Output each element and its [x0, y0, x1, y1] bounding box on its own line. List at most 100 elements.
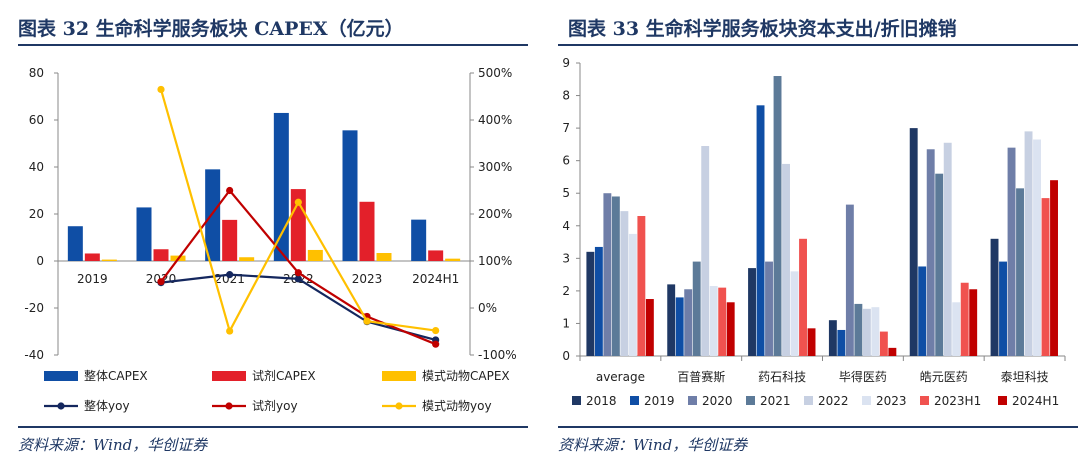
legend-label: 整体CAPEX: [84, 368, 148, 383]
bar: [667, 284, 676, 356]
legend-marker: [225, 402, 233, 410]
bar: [999, 261, 1007, 356]
y-tick-label: 6: [562, 154, 570, 168]
y2-tick-label: 300%: [478, 160, 512, 174]
y-tick-label: 2: [562, 284, 570, 298]
bar: [935, 173, 944, 356]
capex-chart-title: 图表 32 生命科学服务板块 CAPEX（亿元）: [18, 18, 404, 40]
y-tick-label: 3: [562, 251, 570, 265]
bar: [359, 201, 375, 261]
bar: [969, 289, 978, 356]
bar: [637, 216, 646, 356]
bar: [726, 302, 735, 356]
line-point: [432, 340, 440, 348]
bar: [888, 347, 897, 356]
bar: [645, 299, 654, 356]
bar: [845, 204, 854, 356]
bar: [675, 297, 684, 356]
capex-depreciation-panel: 图表 33 生命科学服务板块资本支出/折旧摊销 0 1 2 3 4 5 6 7 8 9 averag…: [550, 0, 1080, 468]
title-divider: [558, 44, 1078, 46]
legend-label: 2020: [702, 394, 733, 408]
legend-label: 2023: [876, 394, 907, 408]
bar: [862, 308, 871, 356]
legend-swatch: [920, 396, 929, 405]
legend-swatch: [212, 371, 246, 381]
y-tick-label: 9: [562, 56, 570, 70]
legend-swatch: [44, 371, 78, 381]
bar: [67, 226, 83, 261]
bar: [1007, 147, 1016, 356]
y2-tick-label: 400%: [478, 113, 512, 127]
line-point: [294, 269, 302, 277]
source-divider: [558, 426, 1078, 428]
bar: [586, 251, 595, 356]
bar: [239, 257, 255, 261]
bar: [1033, 139, 1041, 356]
x-tick-label: 百普赛斯: [677, 369, 725, 384]
capex-chart: -40 -20 0 20 40 60 80 -100% 0% 100% 200% 300% 400% 50…: [24, 66, 516, 413]
title-divider: [18, 44, 528, 46]
line-point: [226, 186, 234, 195]
y-tick-label: -20: [24, 301, 44, 315]
bar: [943, 142, 952, 356]
legend-label: 2018: [586, 394, 617, 408]
bar: [782, 163, 790, 356]
capex-depreciation-source-note: 资料来源：Wind，华创证券: [558, 436, 748, 454]
bar: [871, 307, 880, 356]
bar: [799, 238, 807, 356]
bar: [748, 268, 756, 356]
bar: [445, 258, 461, 261]
y-tick-label: -40: [24, 348, 44, 362]
legend-label: 2022: [818, 394, 849, 408]
bar: [411, 219, 427, 261]
x-tick-label: 2023: [352, 272, 383, 286]
bar: [709, 286, 718, 356]
bar: [879, 331, 888, 356]
bar: [84, 253, 100, 261]
line-point: [294, 275, 302, 283]
source-divider: [18, 426, 528, 428]
legend-swatch: [572, 396, 581, 405]
legend-swatch: [804, 396, 813, 405]
y-tick-label: 4: [562, 219, 570, 233]
line-point: [363, 317, 371, 325]
bar: [611, 196, 620, 356]
x-tick-label: 皓元医药: [920, 370, 968, 384]
y2-tick-label: 200%: [478, 207, 512, 221]
bar: [376, 253, 392, 261]
legend-label: 试剂CAPEX: [252, 368, 316, 383]
legend-swatch: [862, 396, 871, 405]
legend-swatch: [746, 396, 755, 405]
bar: [222, 219, 238, 261]
bar: [101, 259, 117, 261]
legend-label: 模式动物yoy: [422, 399, 492, 413]
line-point: [157, 85, 165, 94]
bar: [1024, 131, 1033, 356]
bar: [692, 261, 701, 356]
y2-tick-label: 500%: [478, 66, 512, 80]
bar: [701, 146, 710, 356]
bar: [1041, 198, 1050, 356]
y2-tick-label: 0%: [478, 301, 497, 315]
x-tick-label: 药石科技: [758, 370, 806, 384]
bar: [909, 128, 918, 356]
bar: [620, 211, 629, 356]
legend-label: 2024H1: [1012, 394, 1059, 408]
line-point: [432, 326, 440, 335]
line-point: [294, 198, 302, 206]
x-tick-label: 2019: [77, 272, 108, 286]
bar: [603, 193, 612, 356]
bar: [205, 169, 221, 261]
bar: [765, 261, 773, 356]
bar: [790, 271, 799, 356]
bar: [594, 246, 603, 356]
x-tick-label: 毕得医药: [839, 369, 887, 384]
y-tick-label: 40: [29, 160, 44, 174]
legend-marker: [395, 402, 403, 410]
y-tick-label: 8: [562, 89, 570, 103]
bar: [718, 287, 727, 356]
y-tick-label: 60: [29, 113, 44, 127]
legend-marker: [57, 402, 65, 410]
capex-source-note: 资料来源：Wind，华创证券: [18, 436, 208, 454]
line-point: [157, 278, 165, 286]
